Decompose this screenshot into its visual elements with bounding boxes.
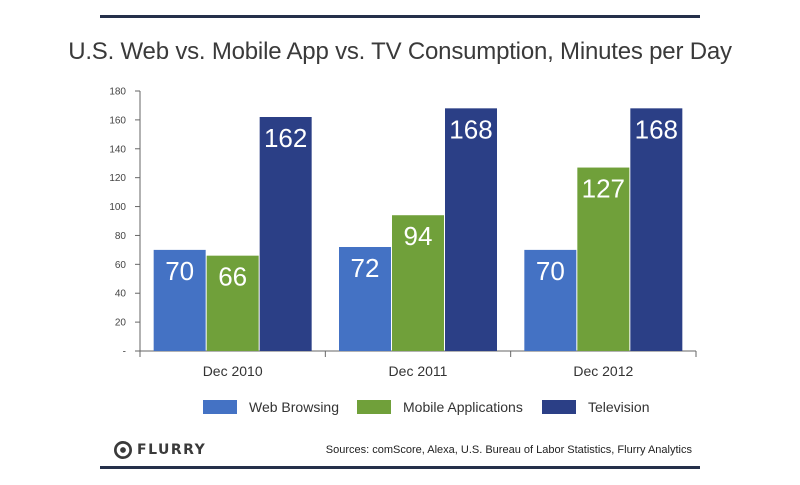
y-tick-label: 40 <box>115 289 127 300</box>
legend-label-web: Web Browsing <box>249 399 340 415</box>
y-tick-label: - <box>123 347 126 358</box>
y-tick-label: 20 <box>115 318 127 329</box>
source-note: Sources: comScore, Alexa, U.S. Bureau of… <box>325 444 692 456</box>
legend-item-web: Web Browsing <box>203 399 339 415</box>
bar-mobile-applications <box>392 215 444 351</box>
data-label: 168 <box>449 114 492 144</box>
web-swatch <box>203 400 237 414</box>
y-tick-label: 120 <box>109 173 126 184</box>
top-rule <box>100 15 700 18</box>
bar-mobile-applications <box>206 255 259 351</box>
y-tick-label: 80 <box>115 231 127 242</box>
y-tick-label: 160 <box>109 115 126 126</box>
flurry-logo: FLURRY <box>114 441 206 459</box>
y-tick-label: 60 <box>115 260 127 271</box>
bar-television <box>445 108 497 351</box>
legend: Web Browsing Mobile Applications Televis… <box>0 399 800 423</box>
y-tick-label: 140 <box>109 144 126 155</box>
x-category-label: Dec 2011 <box>389 363 448 379</box>
data-label: 70 <box>165 256 194 286</box>
data-label: 162 <box>264 123 307 153</box>
y-tick-label: 180 <box>109 87 126 98</box>
bar-web-browsing <box>153 249 206 351</box>
bar-chart: - 20 40 60 80 100 120 140 160 180 70 66 162 Dec 2010 7… <box>109 87 697 379</box>
bar-television <box>259 117 312 351</box>
data-label: 70 <box>536 256 565 286</box>
data-label: 127 <box>582 174 625 204</box>
legend-item-mobile: Mobile Applications <box>357 399 523 415</box>
bar-mobile-applications <box>577 167 630 351</box>
mobile-swatch <box>357 400 391 414</box>
data-label: 168 <box>635 114 678 144</box>
y-tick-label: 100 <box>109 202 126 213</box>
data-label: 72 <box>351 253 380 283</box>
flurry-logo-icon <box>114 441 132 459</box>
legend-label-tv: Television <box>588 399 650 415</box>
chart-title: U.S. Web vs. Mobile App vs. TV Consumpti… <box>68 38 732 65</box>
bottom-rule <box>100 466 700 469</box>
x-category-label: Dec 2010 <box>203 363 263 379</box>
bar-television <box>630 108 683 351</box>
logo-text: FLURRY <box>137 442 207 458</box>
data-label: 94 <box>404 221 433 251</box>
bar-web-browsing <box>524 249 577 351</box>
bar-web-browsing <box>339 247 391 351</box>
x-category-label: Dec 2012 <box>573 363 633 379</box>
tv-swatch <box>542 400 576 414</box>
data-label: 66 <box>218 262 247 292</box>
legend-item-tv: Television <box>542 399 649 415</box>
legend-label-mobile: Mobile Applications <box>403 399 523 415</box>
